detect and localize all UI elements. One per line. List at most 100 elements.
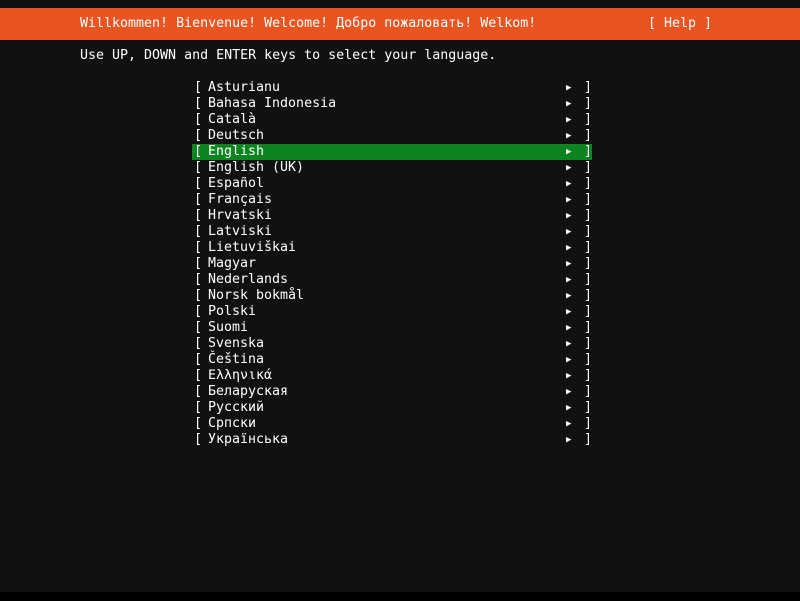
language-option[interactable]: [Српски ▶] xyxy=(192,416,592,432)
left-bracket: [ xyxy=(194,208,203,223)
right-bracket: ] xyxy=(584,128,593,143)
language-option[interactable]: [Nederlands ▶] xyxy=(192,272,592,288)
language-label: Français xyxy=(208,192,273,207)
right-bracket: ] xyxy=(584,416,593,431)
left-bracket: [ xyxy=(194,304,203,319)
language-option[interactable]: [ Беларуская ▶] xyxy=(192,384,592,400)
language-label: Hrvatski xyxy=(208,208,273,223)
help-button[interactable]: [ Help ] xyxy=(648,16,713,31)
left-bracket: [ xyxy=(194,240,203,255)
left-bracket: [ xyxy=(194,384,203,399)
left-bracket: [ xyxy=(194,80,203,95)
triangle-right-icon: ▶ xyxy=(566,227,572,237)
left-bracket: [ xyxy=(194,256,203,271)
triangle-right-icon: ▶ xyxy=(566,275,572,285)
instructions-text: Use UP, DOWN and ENTER keys to select yo… xyxy=(80,48,497,63)
header-bar: Willkommen! Bienvenue! Welcome! Добро по… xyxy=(0,8,800,40)
left-bracket: [ xyxy=(194,144,203,159)
triangle-right-icon: ▶ xyxy=(566,131,572,141)
language-option[interactable]: [ Français ▶] xyxy=(192,192,592,208)
right-bracket: ] xyxy=(584,144,593,159)
triangle-right-icon: ▶ xyxy=(566,163,572,173)
language-label: Magyar xyxy=(208,256,257,271)
language-option[interactable]: [Русский ▶] xyxy=(192,400,592,416)
language-option[interactable]: [ Deutsch ▶] xyxy=(192,128,592,144)
language-option[interactable]: [Català ▶] xyxy=(192,112,592,128)
triangle-right-icon: ▶ xyxy=(566,243,572,253)
left-bracket: [ xyxy=(194,336,203,351)
triangle-right-icon: ▶ xyxy=(566,259,572,269)
language-option[interactable]: [Hrvatski ▶] xyxy=(192,208,592,224)
right-bracket: ] xyxy=(584,208,593,223)
left-bracket: [ xyxy=(194,288,203,303)
language-option[interactable]: [English ▶] xyxy=(192,144,592,160)
right-bracket: ] xyxy=(584,96,593,111)
language-option[interactable]: [Čeština ▶] xyxy=(192,352,592,368)
right-bracket: ] xyxy=(584,352,593,367)
language-label: Polski xyxy=(208,304,257,319)
right-bracket: ] xyxy=(584,272,593,287)
language-option[interactable]: [English (UK) ▶] xyxy=(192,160,592,176)
triangle-right-icon: ▶ xyxy=(566,195,572,205)
language-option[interactable]: [Latviski ▶] xyxy=(192,224,592,240)
right-bracket: ] xyxy=(584,368,593,383)
language-label: Українська xyxy=(208,432,289,447)
right-bracket: ] xyxy=(584,336,593,351)
language-label: Español xyxy=(208,176,265,191)
triangle-right-icon: ▶ xyxy=(566,323,572,333)
right-bracket: ] xyxy=(584,256,593,271)
right-bracket: ] xyxy=(584,80,593,95)
right-bracket: ] xyxy=(584,432,593,447)
language-option[interactable]: [ Español ▶] xyxy=(192,176,592,192)
language-option[interactable]: [Bahasa Indonesia ▶] xyxy=(192,96,592,112)
language-label: Bahasa Indonesia xyxy=(208,96,337,111)
triangle-right-icon: ▶ xyxy=(566,435,572,445)
language-option[interactable]: [ Magyar ▶] xyxy=(192,256,592,272)
right-bracket: ] xyxy=(584,192,593,207)
left-bracket: [ xyxy=(194,320,203,335)
triangle-right-icon: ▶ xyxy=(566,387,572,397)
right-bracket: ] xyxy=(584,384,593,399)
left-bracket: [ xyxy=(194,128,203,143)
left-bracket: [ xyxy=(194,368,203,383)
left-bracket: [ xyxy=(194,176,203,191)
triangle-right-icon: ▶ xyxy=(566,179,572,189)
left-bracket: [ xyxy=(194,272,203,287)
language-option[interactable]: [Українська ▶] xyxy=(192,432,592,448)
left-bracket: [ xyxy=(194,112,203,127)
language-label: Deutsch xyxy=(208,128,265,143)
triangle-right-icon: ▶ xyxy=(566,147,572,157)
language-label: Latviski xyxy=(208,224,273,239)
left-bracket: [ xyxy=(194,352,203,367)
right-bracket: ] xyxy=(584,176,593,191)
right-bracket: ] xyxy=(584,160,593,175)
left-bracket: [ xyxy=(194,400,203,415)
triangle-right-icon: ▶ xyxy=(566,291,572,301)
right-bracket: ] xyxy=(584,240,593,255)
triangle-right-icon: ▶ xyxy=(566,307,572,317)
language-option[interactable]: [ Lietuviškai ▶] xyxy=(192,240,592,256)
language-option[interactable]: [Norsk bokmål ▶] xyxy=(192,288,592,304)
welcome-title: Willkommen! Bienvenue! Welcome! Добро по… xyxy=(80,16,537,31)
right-bracket: ] xyxy=(584,112,593,127)
language-option[interactable]: [Ελληνικά ▶] xyxy=(192,368,592,384)
left-bracket: [ xyxy=(194,96,203,111)
left-bracket: [ xyxy=(194,160,203,175)
triangle-right-icon: ▶ xyxy=(566,83,572,93)
language-label: Беларуская xyxy=(208,384,289,399)
triangle-right-icon: ▶ xyxy=(566,371,572,381)
right-bracket: ] xyxy=(584,304,593,319)
triangle-right-icon: ▶ xyxy=(566,339,572,349)
language-list: [Asturianu ▶] [Bahasa Indonesia ▶] [Català ▶]… xyxy=(192,80,592,448)
left-bracket: [ xyxy=(194,192,203,207)
language-option[interactable]: [Suomi ▶] xyxy=(192,320,592,336)
language-option[interactable]: [ Polski ▶] xyxy=(192,304,592,320)
language-label: Svenska xyxy=(208,336,265,351)
language-label: Asturianu xyxy=(208,80,281,95)
bottom-bar xyxy=(0,592,800,601)
right-bracket: ] xyxy=(584,288,593,303)
language-label: Lietuviškai xyxy=(208,240,297,255)
language-option[interactable]: [ Asturianu ▶] xyxy=(192,80,592,96)
language-label: Čeština xyxy=(208,352,265,367)
language-option[interactable]: [ Svenska ▶] xyxy=(192,336,592,352)
